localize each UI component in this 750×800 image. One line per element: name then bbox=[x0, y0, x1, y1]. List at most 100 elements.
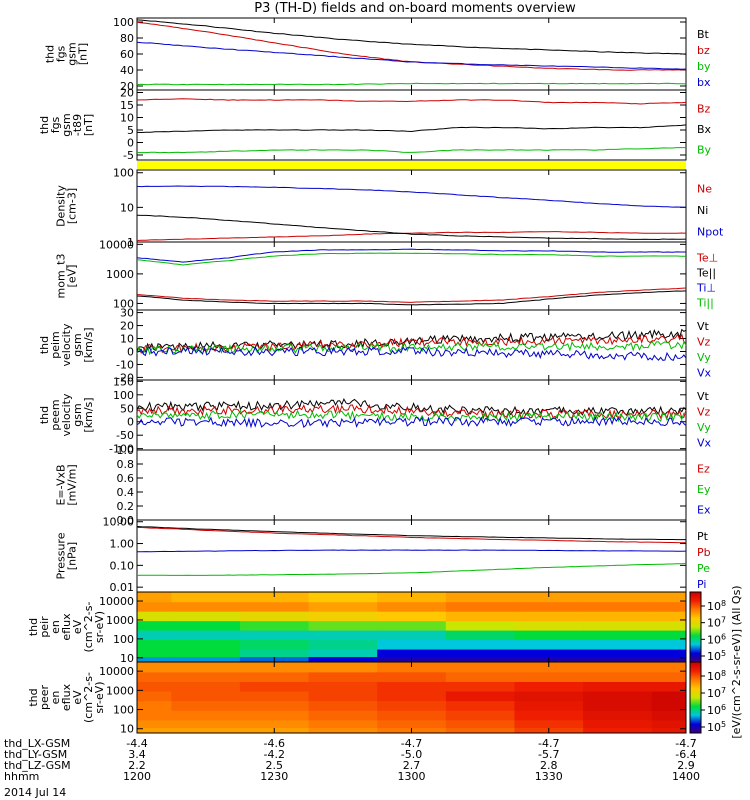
y-axis-label: [nPa] bbox=[66, 542, 79, 570]
series-Ne-line bbox=[136, 231, 687, 241]
y-axis-label: eV bbox=[71, 619, 84, 634]
heatmap-cell bbox=[651, 640, 686, 651]
y-tick-label: 0.4 bbox=[117, 486, 135, 499]
heatmap-cell bbox=[514, 640, 585, 651]
panel-frame bbox=[136, 449, 687, 521]
heatmap-cell bbox=[377, 611, 447, 622]
legend-entry: Ni bbox=[697, 204, 708, 217]
y-axis-label: gsm bbox=[71, 403, 84, 426]
series-Bz-line bbox=[136, 98, 687, 105]
panel-7: 1.00.80.60.40.20.0 E=-VxB[mV/m] Ez Ey Ex bbox=[55, 444, 711, 527]
legend-entry: bx bbox=[697, 76, 711, 89]
heatmap-cell bbox=[514, 611, 585, 622]
heatmap-cell bbox=[583, 649, 653, 658]
y-tick-label: 1000 bbox=[106, 268, 134, 281]
heatmap-cell bbox=[137, 727, 173, 733]
series-Pb-line bbox=[137, 527, 687, 544]
y-axis-label: gsm bbox=[60, 113, 73, 136]
heatmap-cell bbox=[308, 672, 379, 683]
y-axis-label: [km/s] bbox=[82, 397, 95, 432]
heatmap-cell bbox=[377, 630, 447, 641]
y-axis-label: peir bbox=[38, 616, 51, 638]
heatmap-cell bbox=[445, 657, 516, 662]
heatmap-cell bbox=[137, 657, 173, 662]
heatmap-cells bbox=[137, 592, 686, 662]
heatmap-cell bbox=[583, 691, 653, 702]
series-Vz-line bbox=[136, 333, 687, 354]
heatmap-cell bbox=[377, 720, 447, 729]
colorbar-tick-label: 106 bbox=[707, 632, 726, 646]
heatmap-cell bbox=[171, 662, 241, 673]
colorbar-label: [eV/(cm^2-s-sr-eV)] (All Qs) bbox=[730, 585, 743, 738]
heatmap-cell bbox=[137, 662, 173, 673]
panel-10: 10000 1000 100 10 thdpeerenefluxeV(cm^2-s-sr… bbox=[27, 661, 687, 736]
colorbar-tick-label: 107 bbox=[707, 616, 726, 630]
heatmap-cell bbox=[171, 611, 241, 622]
legend-entry: Bt bbox=[697, 28, 710, 41]
y-tick-label: 0.0 bbox=[117, 514, 135, 527]
y-tick-label: -10 bbox=[116, 358, 134, 371]
heatmap-cell bbox=[651, 657, 686, 662]
legend-entry: Vy bbox=[697, 421, 711, 434]
figure-title: P3 (TH-D) fields and on-board moments ov… bbox=[254, 1, 576, 16]
heatmap-cell bbox=[445, 602, 516, 613]
panel-4: 10000 1000 100 mom_t3[eV] Te⊥ Te|| Ti⊥ Ti|| bbox=[55, 238, 718, 311]
heatmap-cell bbox=[308, 657, 379, 662]
heatmap-cell bbox=[377, 640, 447, 651]
y-tick-label: 0 bbox=[127, 345, 134, 358]
legend-entry: Te⊥ bbox=[696, 252, 718, 265]
y-axis-label: thd bbox=[38, 406, 51, 424]
legend-entry: Vt bbox=[697, 320, 710, 333]
y-axis-label: [cm-3] bbox=[66, 188, 79, 224]
legend-entry: Vx bbox=[697, 366, 712, 379]
heatmap-cell bbox=[239, 649, 310, 658]
heatmap-cell bbox=[514, 681, 585, 693]
legend-entry: by bbox=[697, 60, 711, 73]
heatmap-cells bbox=[137, 662, 686, 733]
heatmap-cell bbox=[377, 681, 447, 693]
heatmap-cell bbox=[445, 611, 516, 622]
heatmap-cell bbox=[445, 710, 516, 721]
heatmap-cell bbox=[445, 621, 516, 632]
y-tick-label: 40 bbox=[120, 64, 134, 77]
heatmap-cell bbox=[445, 720, 516, 729]
series-Pt-line bbox=[136, 526, 686, 541]
heatmap-cell bbox=[171, 691, 241, 702]
heatmap-cell bbox=[651, 592, 686, 603]
heatmap-cell bbox=[377, 592, 447, 603]
colorbar-tick-label: 105 bbox=[707, 720, 726, 734]
series-Npot-line bbox=[136, 185, 687, 208]
legend-entry: Vz bbox=[697, 405, 711, 418]
heatmap-cell bbox=[308, 727, 379, 733]
heatmap-cell bbox=[583, 592, 653, 603]
y-axis-label: Pressure bbox=[55, 532, 68, 579]
heatmap-cell bbox=[651, 662, 686, 673]
time-axis-value: -4.7 bbox=[675, 737, 696, 750]
time-axis-value: -5.0 bbox=[401, 748, 422, 761]
legend-entry: Npot bbox=[697, 225, 724, 238]
heatmap-cell bbox=[377, 710, 447, 721]
y-tick-label: 1 bbox=[127, 236, 134, 249]
y-axis-label: [nT] bbox=[77, 43, 90, 65]
legend-entry: Vy bbox=[697, 351, 711, 364]
y-tick-label: 10 bbox=[120, 652, 134, 665]
series-By-line bbox=[136, 147, 686, 154]
heatmap-cell bbox=[308, 611, 379, 622]
heatmap-cell bbox=[171, 602, 241, 613]
series-Pe-line bbox=[136, 563, 687, 576]
time-axis-value: -4.2 bbox=[264, 748, 285, 761]
heatmap-cell bbox=[308, 640, 379, 651]
colorbar-tick-label: 108 bbox=[707, 599, 726, 613]
series-Pi-line bbox=[137, 549, 687, 553]
legend-entry: Bz bbox=[697, 102, 711, 115]
y-tick-label: 100 bbox=[113, 167, 134, 180]
y-axis-label: sr-eV) bbox=[93, 611, 106, 643]
y-tick-label: 0 bbox=[127, 137, 134, 150]
y-axis-label: thd bbox=[27, 688, 40, 706]
y-axis-label: thd bbox=[44, 45, 57, 63]
heatmap-cell bbox=[651, 720, 686, 729]
date-label: 2014 Jul 14 bbox=[4, 786, 66, 799]
heatmap-cell bbox=[308, 602, 379, 613]
heatmap-cell bbox=[137, 621, 173, 632]
series-Te-line bbox=[136, 290, 687, 306]
